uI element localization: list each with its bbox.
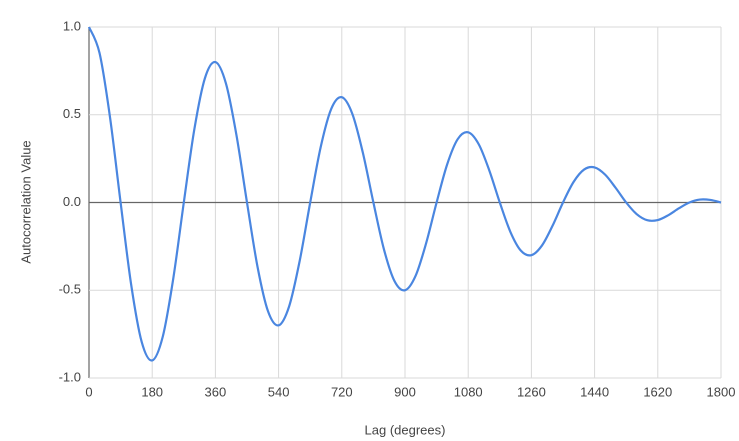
y-axis-title: Autocorrelation Value: [18, 140, 33, 263]
line-series: [87, 26, 722, 362]
x-tick-label: 720: [331, 384, 353, 399]
y-tick-label: 0.5: [63, 106, 81, 121]
y-tick-label: -1.0: [59, 369, 81, 384]
x-tick-label: 540: [268, 384, 290, 399]
x-tick-label: 180: [141, 384, 163, 399]
x-tick-label: 1440: [580, 384, 609, 399]
x-tick-label: 1080: [454, 384, 483, 399]
x-tick-label: 0: [85, 384, 92, 399]
x-tick-label: 1620: [643, 384, 672, 399]
y-tick-label: -0.5: [59, 282, 81, 297]
x-axis-title: Lag (degrees): [365, 422, 446, 437]
x-tick-label: 360: [205, 384, 227, 399]
x-tick-label: 1260: [517, 384, 546, 399]
y-tick-label: 0.0: [63, 194, 81, 209]
x-tick-label: 1800: [707, 384, 736, 399]
x-tick-label: 900: [394, 384, 416, 399]
y-tick-label: 1.0: [63, 18, 81, 33]
